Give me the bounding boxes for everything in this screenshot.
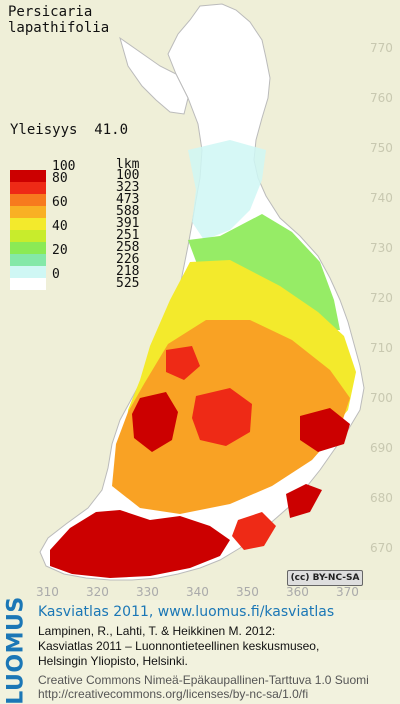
license-line1: Creative Commons Nimeä-Epäkaupallinen-Ta… <box>38 673 369 687</box>
legend-swatch <box>10 242 46 254</box>
legend-swatch <box>10 254 46 266</box>
legend-swatch <box>10 182 46 194</box>
luomus-brand-text: LUOMUS <box>3 595 29 704</box>
legend-count: 323 <box>116 180 140 195</box>
frequency-readout: Yleisyys 41.0 <box>10 122 128 138</box>
cc-license-badge: (cc) BY-NC-SA <box>287 570 363 586</box>
red-patch-east <box>300 408 350 452</box>
southwest-red-zone <box>50 510 230 578</box>
y-tick-label: 720 <box>370 291 393 305</box>
finland-grid-map: 770 760 750 740 730 720 710 700 690 680 670 310 320… <box>36 3 393 599</box>
species-name-line2: lapathifolia <box>8 20 110 36</box>
legend-count: 473 <box>116 192 140 207</box>
x-tick-label: 330 <box>136 585 159 599</box>
cc-icon: (cc) <box>290 573 310 583</box>
legend-swatch <box>10 194 46 206</box>
y-tick-label: 690 <box>370 441 393 455</box>
citation-line1: Lampinen, R., Lahti, T. & Heikkinen M. 2… <box>38 624 276 638</box>
red-patch-central <box>192 388 252 446</box>
x-tick-label: 310 <box>36 585 59 599</box>
lapland-arm <box>119 36 189 115</box>
legend-count: 226 <box>116 252 140 267</box>
legend-count: 391 <box>116 216 140 231</box>
legend-class-label: 20 <box>52 243 68 258</box>
red-patch-south <box>232 512 276 550</box>
low-frequency-band <box>188 140 266 240</box>
red-patch-southeast <box>286 484 322 518</box>
citation-line3: Helsingin Yliopisto, Helsinki. <box>38 654 188 668</box>
x-tick-label: 340 <box>186 585 209 599</box>
legend-class-label: 0 <box>52 267 60 282</box>
legend-count: 588 <box>116 204 140 219</box>
legend-swatch <box>10 278 46 290</box>
x-tick-label: 320 <box>86 585 109 599</box>
x-tick-label: 370 <box>336 585 359 599</box>
legend-header: lkm <box>116 157 140 172</box>
y-axis-ticks: 770 760 750 740 730 720 710 700 690 680 670 <box>370 41 393 555</box>
legend-swatch <box>10 206 46 218</box>
species-name-line1: Persicaria <box>8 4 93 20</box>
legend-class-label: 40 <box>52 219 68 234</box>
license-line2[interactable]: http://creativecommons.org/licenses/by-n… <box>38 687 309 701</box>
legend-count: 258 <box>116 240 140 255</box>
y-tick-label: 680 <box>370 491 393 505</box>
kasviatlas-link[interactable]: Kasviatlas 2011, www.luomus.fi/kasviatla… <box>38 604 335 620</box>
legend-count: 218 <box>116 264 140 279</box>
frequency-value: 41.0 <box>94 122 129 138</box>
cc-badge-text: BY-NC-SA <box>312 573 360 583</box>
y-tick-label: 760 <box>370 91 393 105</box>
x-axis-ticks: 310 320 330 340 350 360 370 <box>36 585 359 599</box>
y-tick-label: 730 <box>370 241 393 255</box>
legend-class-label: 60 <box>52 195 68 210</box>
distribution-map: 770 760 750 740 730 720 710 700 690 680 670 310 320… <box>8 3 393 599</box>
red-patch-central-west <box>132 392 178 452</box>
legend-count: 525 <box>116 276 140 291</box>
legend-swatch <box>10 266 46 278</box>
legend-class-label: 80 <box>52 171 68 186</box>
red-patch-north <box>166 346 200 380</box>
green-band <box>188 214 340 330</box>
legend-count: 251 <box>116 228 140 243</box>
y-tick-label: 670 <box>370 541 393 555</box>
legend-class-label: 100 <box>52 159 76 174</box>
legend-swatch <box>10 218 46 230</box>
legend-swatch <box>10 230 46 242</box>
luomus-logo: LUOMUS <box>4 596 29 704</box>
y-tick-label: 770 <box>370 41 393 55</box>
y-tick-label: 740 <box>370 191 393 205</box>
legend-count: 100 <box>116 168 140 183</box>
citation-line2: Kasviatlas 2011 – Luonnontieteellinen ke… <box>38 639 320 653</box>
y-tick-label: 700 <box>370 391 393 405</box>
x-tick-label: 360 <box>286 585 309 599</box>
x-tick-label: 350 <box>236 585 259 599</box>
y-tick-label: 710 <box>370 341 393 355</box>
frequency-label: Yleisyys <box>10 122 78 138</box>
legend-swatch <box>10 170 46 182</box>
y-tick-label: 750 <box>370 141 393 155</box>
